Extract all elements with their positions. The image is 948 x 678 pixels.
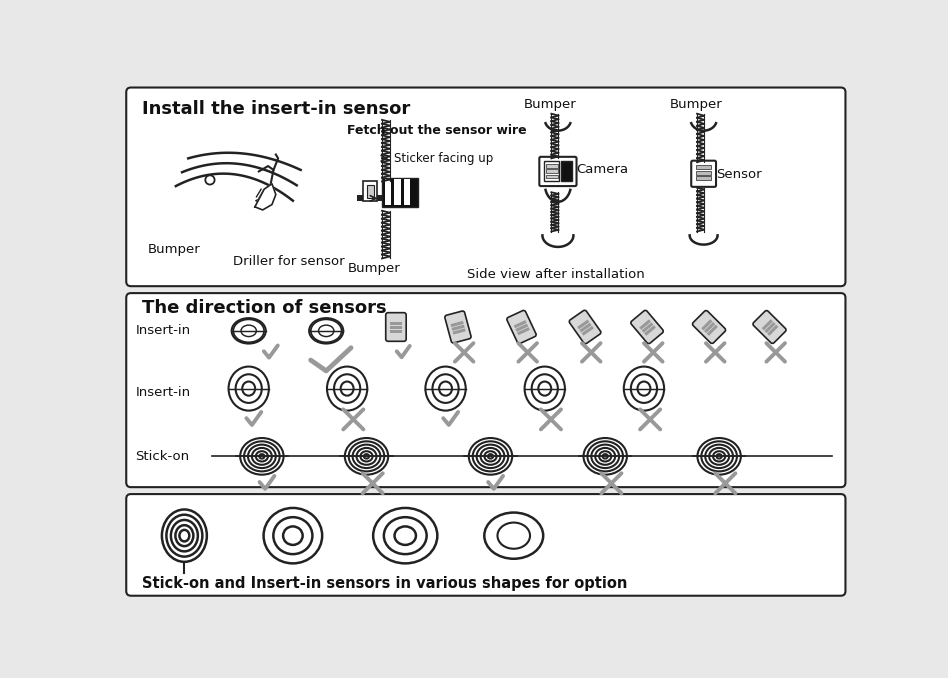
Text: Sensor: Sensor xyxy=(716,168,761,182)
Text: Side view after installation: Side view after installation xyxy=(467,268,645,281)
Bar xyxy=(704,322,715,333)
Bar xyxy=(390,330,402,333)
Text: Sticker facing up: Sticker facing up xyxy=(393,152,493,165)
FancyBboxPatch shape xyxy=(692,311,725,344)
Bar xyxy=(696,176,711,180)
FancyBboxPatch shape xyxy=(126,293,846,487)
Bar xyxy=(385,179,392,205)
Bar xyxy=(645,325,656,336)
FancyBboxPatch shape xyxy=(691,161,716,187)
Bar xyxy=(762,319,773,330)
FancyBboxPatch shape xyxy=(445,311,471,343)
Bar xyxy=(579,323,592,332)
Bar xyxy=(404,179,410,205)
Bar xyxy=(357,195,418,201)
FancyBboxPatch shape xyxy=(569,311,601,344)
Bar xyxy=(367,184,374,199)
Bar xyxy=(545,174,558,178)
FancyBboxPatch shape xyxy=(126,87,846,286)
Text: Bumper: Bumper xyxy=(669,98,722,111)
Bar xyxy=(545,164,558,167)
Bar xyxy=(545,169,558,173)
Bar xyxy=(450,321,464,327)
Polygon shape xyxy=(255,184,276,210)
Text: Install the insert-in sensor: Install the insert-in sensor xyxy=(142,100,410,118)
Bar xyxy=(767,325,778,336)
FancyBboxPatch shape xyxy=(630,311,664,344)
Bar xyxy=(382,178,418,207)
Bar xyxy=(702,319,713,330)
FancyBboxPatch shape xyxy=(539,157,576,186)
Bar xyxy=(696,165,711,169)
Bar xyxy=(707,325,718,336)
Text: Insert-in: Insert-in xyxy=(136,386,191,399)
Text: Fetch out the sensor wire: Fetch out the sensor wire xyxy=(347,123,527,137)
FancyBboxPatch shape xyxy=(507,311,537,344)
Text: Insert-in: Insert-in xyxy=(136,324,191,338)
Text: Driller for sensor: Driller for sensor xyxy=(233,255,345,268)
Bar xyxy=(561,161,572,182)
Bar xyxy=(639,319,651,330)
Bar xyxy=(363,182,377,201)
Text: The direction of sensors: The direction of sensors xyxy=(142,298,387,317)
Bar xyxy=(582,326,593,336)
Text: Camera: Camera xyxy=(576,163,629,176)
Bar xyxy=(517,327,530,335)
Bar xyxy=(390,326,402,330)
Text: Stick-on: Stick-on xyxy=(136,450,190,463)
Bar xyxy=(514,320,526,328)
Text: Stick-on and Insert-in sensors in various shapes for option: Stick-on and Insert-in sensors in variou… xyxy=(142,576,628,591)
Text: Bumper: Bumper xyxy=(524,98,576,111)
Bar xyxy=(394,179,401,205)
Bar xyxy=(544,161,559,182)
Bar xyxy=(390,322,402,325)
Bar xyxy=(642,322,653,333)
Text: Bumper: Bumper xyxy=(148,243,201,256)
Bar xyxy=(696,171,711,174)
Bar xyxy=(516,323,528,332)
Text: Bumper: Bumper xyxy=(348,262,401,275)
Bar xyxy=(577,319,590,330)
Bar xyxy=(452,328,465,334)
Bar xyxy=(451,325,465,331)
FancyBboxPatch shape xyxy=(126,494,846,596)
Bar xyxy=(764,322,775,333)
FancyBboxPatch shape xyxy=(753,311,786,344)
FancyBboxPatch shape xyxy=(386,313,406,341)
